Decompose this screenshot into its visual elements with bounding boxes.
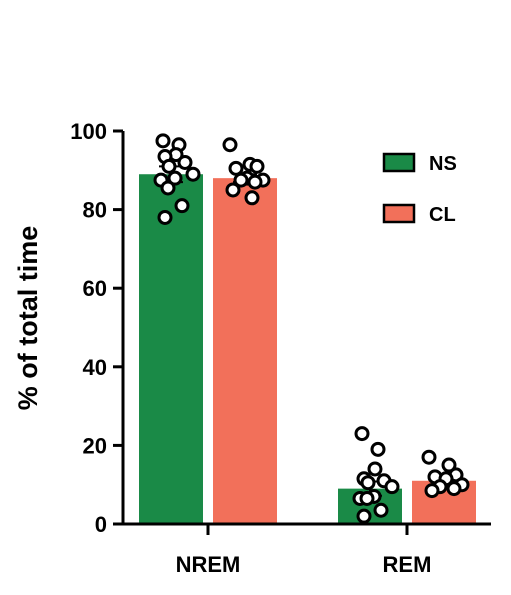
data-point — [354, 426, 370, 442]
y-axis-title: % of total time — [13, 226, 43, 411]
data-point — [367, 461, 383, 477]
y-tick-label: 20 — [83, 433, 107, 458]
data-point — [185, 166, 201, 182]
legend-swatch-ns — [382, 152, 416, 173]
bars — [139, 165, 476, 525]
data-point — [155, 133, 171, 149]
data-point — [370, 441, 386, 457]
data-point — [160, 180, 176, 196]
data-point — [225, 182, 241, 198]
data-point — [356, 508, 372, 524]
y-tick-label: 40 — [83, 355, 107, 380]
axes: 0 20 40 60 80 100 NREM REM — [70, 119, 491, 577]
x-tick-label-nrem: NREM — [176, 552, 241, 577]
legend-swatch-cl — [382, 203, 416, 224]
data-point — [233, 172, 249, 188]
x-tick-label-rem: REM — [383, 552, 432, 577]
data-point — [360, 475, 376, 491]
data-point — [249, 158, 265, 174]
data-point — [161, 158, 177, 174]
y-tick-label: 100 — [70, 119, 107, 144]
y-tick-label: 0 — [95, 512, 107, 537]
data-point — [359, 490, 375, 506]
legend-label-ns: NS — [429, 153, 457, 175]
data-point — [222, 137, 238, 153]
y-tick-label: 60 — [83, 276, 107, 301]
data-point — [177, 154, 193, 170]
data-point — [384, 479, 400, 495]
data-point — [421, 449, 437, 465]
data-point — [424, 483, 440, 499]
data-point — [446, 481, 462, 497]
data-point — [247, 174, 263, 190]
data-point — [157, 209, 173, 225]
y-tick-label: 80 — [83, 198, 107, 223]
bar-cl-nrem — [213, 178, 277, 524]
data-point — [174, 198, 190, 214]
legend-label-cl: CL — [429, 204, 456, 226]
data-point — [373, 502, 389, 518]
data-points — [153, 133, 470, 524]
legend: NS CL — [382, 152, 457, 226]
bar-ns-nrem — [139, 174, 203, 525]
data-point — [228, 160, 244, 176]
data-point — [167, 170, 183, 186]
data-point — [441, 457, 457, 473]
data-point — [244, 190, 260, 206]
